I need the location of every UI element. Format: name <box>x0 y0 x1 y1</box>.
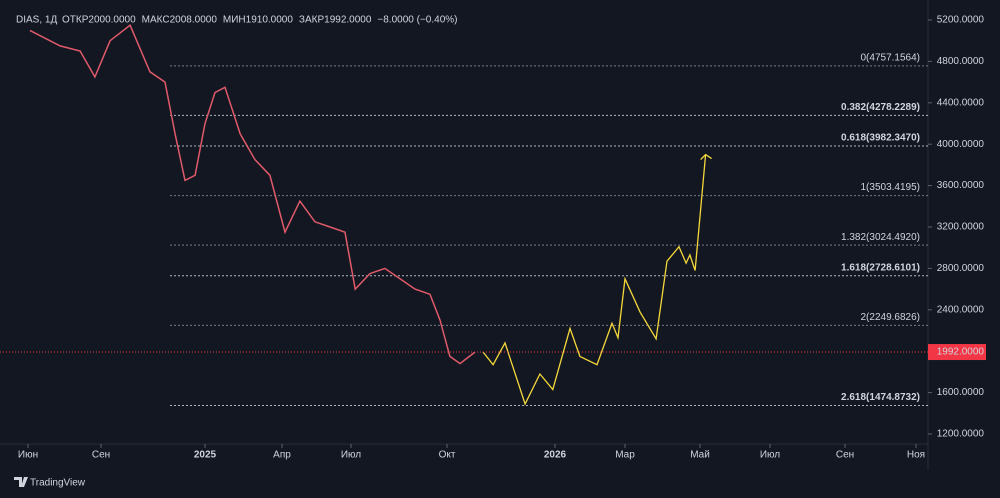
x-tick-label: Мар <box>615 450 635 461</box>
last-price-box <box>928 344 986 361</box>
x-tick-label: Окт <box>439 450 456 461</box>
x-tick-label: Ноя <box>907 450 925 461</box>
price-line <box>29 24 476 365</box>
arrow-head <box>700 153 712 161</box>
y-tick-label: 1200.0000 <box>937 429 985 440</box>
y-tick-label: 4000.0000 <box>937 139 985 150</box>
ohlc-value: 2000.0000 <box>88 15 136 26</box>
fib-label: 0.618(3982.3470) <box>841 133 920 144</box>
y-tick-label: 3600.0000 <box>937 180 985 191</box>
y-tick-label: 5200.0000 <box>937 15 985 26</box>
x-tick-label: Сен <box>92 450 110 461</box>
brand: TradingView <box>14 477 86 489</box>
x-tick-label: Июн <box>18 450 38 461</box>
x-tick-label: Апр <box>273 450 291 461</box>
y-tick-label: 3200.0000 <box>937 222 985 233</box>
x-tick-label: 2025 <box>194 450 217 461</box>
y-tick-label: 4400.0000 <box>937 97 985 108</box>
fib-label: 2(2249.6826) <box>861 312 921 323</box>
symbol: DIAS, 1Д <box>16 15 57 26</box>
x-tick-label: Сен <box>836 450 854 461</box>
last-price-label: 1992.0000 <box>937 347 985 358</box>
fib-label: 0(4757.1564) <box>861 52 921 63</box>
ohlc-label: ЗАКР <box>299 15 325 26</box>
fib-label: 1.382(3024.4920) <box>841 232 920 243</box>
fib-label: 1(3503.4195) <box>861 182 921 193</box>
fib-label: 2.618(1474.8732) <box>841 392 920 403</box>
ohlc-value: 1910.0000 <box>246 15 294 26</box>
fib-label: 0.382(4278.2289) <box>841 102 920 113</box>
x-tick-label: Июл <box>341 450 361 461</box>
ohlc-label: МИН <box>223 15 246 26</box>
y-tick-label: 4800.0000 <box>937 56 985 67</box>
y-tick-label: 2800.0000 <box>937 263 985 274</box>
change: −8.0000 (−0.40%) <box>377 15 457 26</box>
ohlc-value: 1992.0000 <box>324 15 372 26</box>
x-tick-label: Июл <box>760 450 780 461</box>
fib-label: 1.618(2728.6101) <box>841 262 920 273</box>
ohlc-label: ОТКР <box>62 15 89 26</box>
ohlc-label: МАКС <box>142 15 170 26</box>
x-tick-label: 2026 <box>544 450 567 461</box>
y-tick-label: 2400.0000 <box>937 304 985 315</box>
x-tick-label: Май <box>690 450 710 461</box>
y-tick-label: 1600.0000 <box>937 387 985 398</box>
price-line <box>482 154 707 406</box>
ohlc-value: 2008.0000 <box>170 15 218 26</box>
brand-text: TradingView <box>30 478 86 489</box>
